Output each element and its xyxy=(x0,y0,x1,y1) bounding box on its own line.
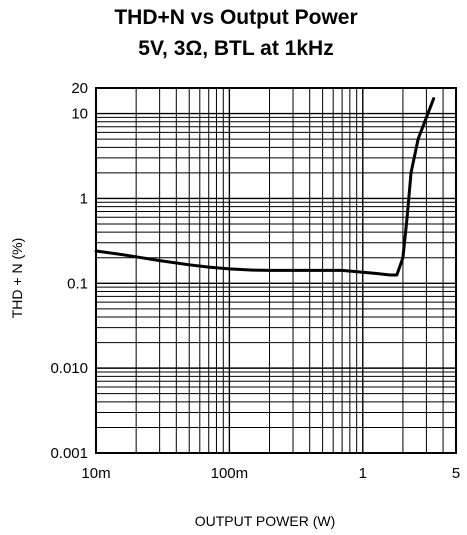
y-tick-label: 20 xyxy=(71,80,88,97)
x-tick-labels: 10m 100m 1 5 xyxy=(81,465,460,482)
x-tick-label: 10m xyxy=(81,465,110,482)
y-tick-label: 0.010 xyxy=(50,360,88,377)
thd-series-line xyxy=(94,97,436,277)
y-tick-labels: 20 10 1 0.1 0.010 0.001 xyxy=(50,80,88,462)
x-tick-label: 1 xyxy=(359,465,367,482)
y-tick-label: 0.1 xyxy=(67,275,88,292)
y-tick-label: 1 xyxy=(80,190,88,207)
chart-subtitle: 5V, 3Ω, BTL at 1kHz xyxy=(138,37,333,60)
chart-title: THD+N vs Output Power xyxy=(114,6,357,29)
plot-frame xyxy=(95,87,457,454)
y-tick-label: 10 xyxy=(71,106,88,123)
y-axis-label: THD + N (%) xyxy=(9,238,25,319)
x-tick-label: 5 xyxy=(452,465,460,482)
y-tick-label: 0.001 xyxy=(50,445,88,462)
x-tick-label: 100m xyxy=(211,465,249,482)
x-axis-label: OUTPUT POWER (W) xyxy=(195,513,336,529)
